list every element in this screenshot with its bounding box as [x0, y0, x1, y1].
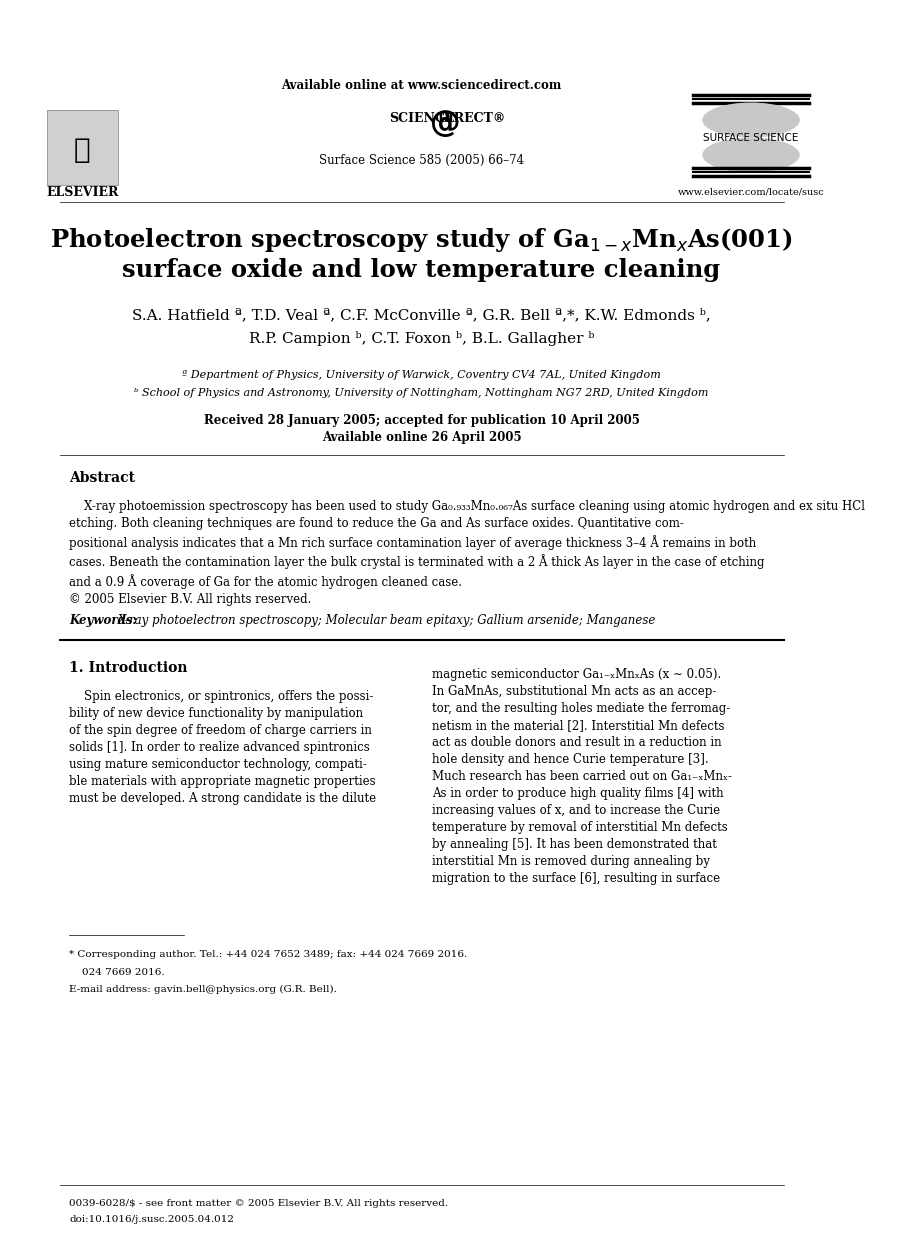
- Text: Available online at www.sciencedirect.com: Available online at www.sciencedirect.co…: [281, 78, 561, 92]
- Text: DIRECT®: DIRECT®: [438, 111, 506, 125]
- Text: E-mail address: gavin.bell@physics.org (G.R. Bell).: E-mail address: gavin.bell@physics.org (…: [69, 985, 336, 994]
- Text: www.elsevier.com/locate/susc: www.elsevier.com/locate/susc: [678, 187, 824, 197]
- Text: 🌲: 🌲: [74, 136, 91, 163]
- Text: SCIENCE: SCIENCE: [389, 111, 454, 125]
- Text: doi:10.1016/j.susc.2005.04.012: doi:10.1016/j.susc.2005.04.012: [69, 1216, 234, 1224]
- Text: @: @: [430, 109, 461, 137]
- Text: SURFACE SCIENCE: SURFACE SCIENCE: [703, 132, 799, 144]
- Text: Surface Science 585 (2005) 66–74: Surface Science 585 (2005) 66–74: [319, 154, 524, 166]
- Text: surface oxide and low temperature cleaning: surface oxide and low temperature cleani…: [122, 258, 721, 282]
- Text: Abstract: Abstract: [69, 470, 135, 485]
- Text: Received 28 January 2005; accepted for publication 10 April 2005: Received 28 January 2005; accepted for p…: [203, 413, 639, 427]
- Text: 1. Introduction: 1. Introduction: [69, 661, 188, 675]
- Ellipse shape: [702, 137, 800, 172]
- Text: X-ray photoemission spectroscopy has been used to study Ga₀.₉₃₃Mn₀.₀₆₇As surface: X-ray photoemission spectroscopy has bee…: [69, 500, 865, 605]
- Text: * Corresponding author. Tel.: +44 024 7652 3489; fax: +44 024 7669 2016.: * Corresponding author. Tel.: +44 024 76…: [69, 950, 467, 959]
- Text: S.A. Hatfield ª, T.D. Veal ª, C.F. McConville ª, G.R. Bell ª,*, K.W. Edmonds ᵇ,: S.A. Hatfield ª, T.D. Veal ª, C.F. McCon…: [132, 308, 711, 322]
- Text: ᵇ School of Physics and Astronomy, University of Nottingham, Nottingham NG7 2RD,: ᵇ School of Physics and Astronomy, Unive…: [134, 387, 708, 397]
- Text: Photoelectron spectroscopy study of Ga$_{1-x}$Mn$_x$As(001): Photoelectron spectroscopy study of Ga$_…: [50, 227, 793, 254]
- Text: Keywords:: Keywords:: [69, 614, 141, 626]
- Text: magnetic semiconductor Ga₁₋ₓMnₓAs (x ∼ 0.05).
In GaMnAs, substitutional Mn acts : magnetic semiconductor Ga₁₋ₓMnₓAs (x ∼ 0…: [432, 669, 732, 885]
- Text: Spin electronics, or spintronics, offers the possi-
bility of new device functio: Spin electronics, or spintronics, offers…: [69, 690, 376, 805]
- Text: 0039-6028/$ - see front matter © 2005 Elsevier B.V. All rights reserved.: 0039-6028/$ - see front matter © 2005 El…: [69, 1198, 448, 1207]
- Text: R.P. Campion ᵇ, C.T. Foxon ᵇ, B.L. Gallagher ᵇ: R.P. Campion ᵇ, C.T. Foxon ᵇ, B.L. Galla…: [249, 331, 594, 345]
- Text: X-ray photoelectron spectroscopy; Molecular beam epitaxy; Gallium arsenide; Mang: X-ray photoelectron spectroscopy; Molecu…: [118, 614, 656, 626]
- Text: ELSEVIER: ELSEVIER: [46, 186, 119, 198]
- Text: 024 7669 2016.: 024 7669 2016.: [69, 968, 165, 977]
- Text: ª Department of Physics, University of Warwick, Coventry CV4 7AL, United Kingdom: ª Department of Physics, University of W…: [182, 370, 661, 380]
- Text: Available online 26 April 2005: Available online 26 April 2005: [322, 431, 522, 443]
- Ellipse shape: [702, 103, 800, 137]
- FancyBboxPatch shape: [47, 110, 118, 184]
